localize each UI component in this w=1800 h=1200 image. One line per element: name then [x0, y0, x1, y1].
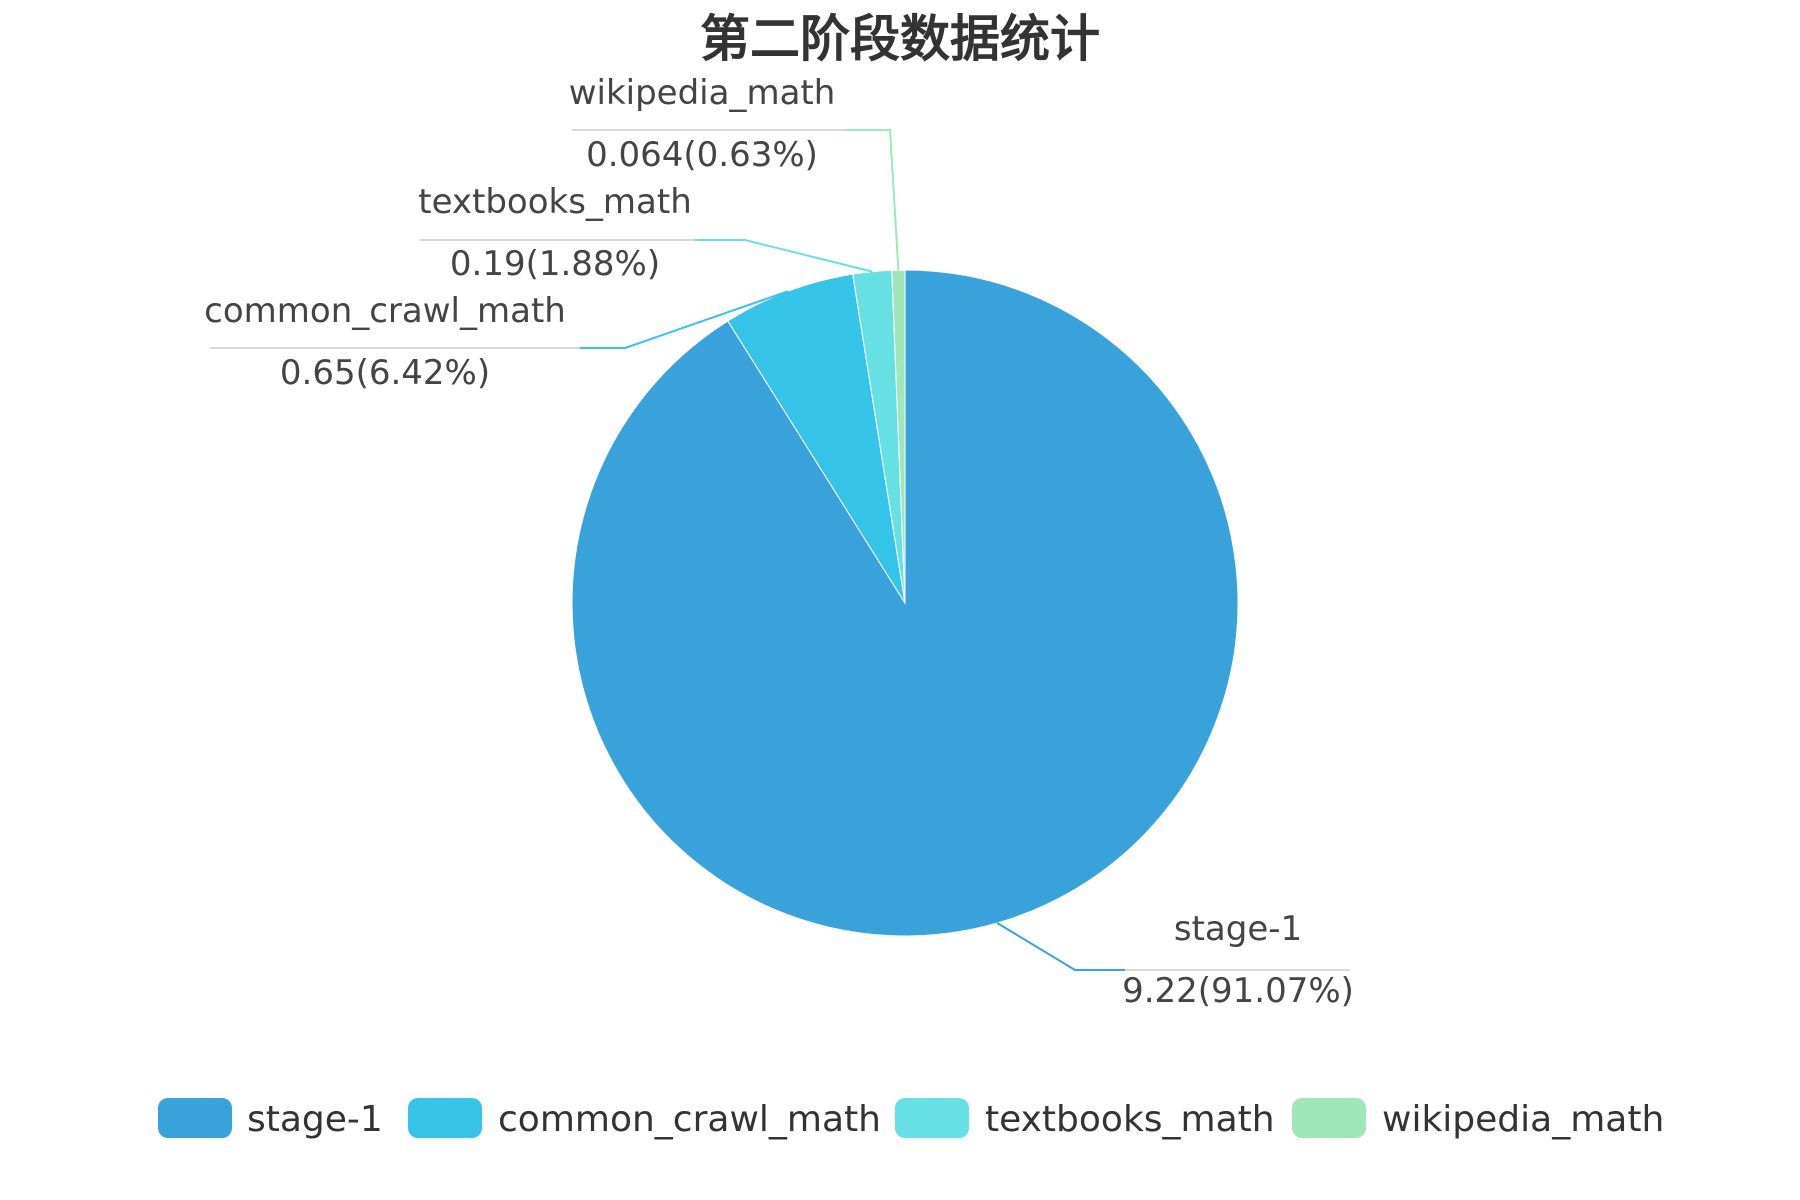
slice-label-value: 0.65(6.42%) — [280, 353, 490, 393]
leader-line-textbooks_math — [695, 239, 873, 273]
leader-line-wikipedia_math — [845, 129, 900, 271]
legend-swatch — [895, 1098, 969, 1138]
leader-line-stage-1 — [996, 922, 1125, 971]
slice-label-value: 9.22(91.07%) — [1122, 971, 1354, 1011]
legend-item-stage-1[interactable]: stage-1 — [158, 1098, 383, 1140]
legend-item-common_crawl_math[interactable]: common_crawl_math — [408, 1098, 881, 1140]
legend-label: stage-1 — [247, 1099, 383, 1140]
legend-item-textbooks_math[interactable]: textbooks_math — [895, 1098, 1275, 1140]
pie-slices — [571, 269, 1239, 937]
legend-label: wikipedia_math — [1382, 1099, 1664, 1140]
slice-label-name: stage-1 — [1174, 909, 1302, 949]
chart-title: 第二阶段数据统计 — [700, 10, 1100, 68]
legend-swatch — [158, 1098, 232, 1138]
legend-item-wikipedia_math[interactable]: wikipedia_math — [1292, 1098, 1664, 1140]
legend: stage-1 common_crawl_math textbooks_math wi… — [158, 1098, 1664, 1140]
leader-line-common_crawl_math — [580, 290, 789, 349]
slice-label-name: common_crawl_math — [204, 291, 566, 331]
legend-swatch — [408, 1098, 482, 1138]
slice-labels: stage-1 9.22(91.07%) common_crawl_math 0.65… — [204, 73, 1354, 1011]
legend-swatch — [1292, 1098, 1366, 1138]
label-leaders — [210, 129, 1350, 971]
slice-label-name: textbooks_math — [418, 182, 692, 222]
pie-slice-common_crawl_math[interactable] — [727, 273, 906, 604]
slice-label-value: 0.064(0.63%) — [586, 135, 818, 175]
slice-label-name: wikipedia_math — [569, 73, 836, 113]
legend-label: textbooks_math — [985, 1099, 1275, 1140]
legend-label: common_crawl_math — [498, 1099, 881, 1140]
slice-label-value: 0.19(1.88%) — [450, 244, 660, 284]
